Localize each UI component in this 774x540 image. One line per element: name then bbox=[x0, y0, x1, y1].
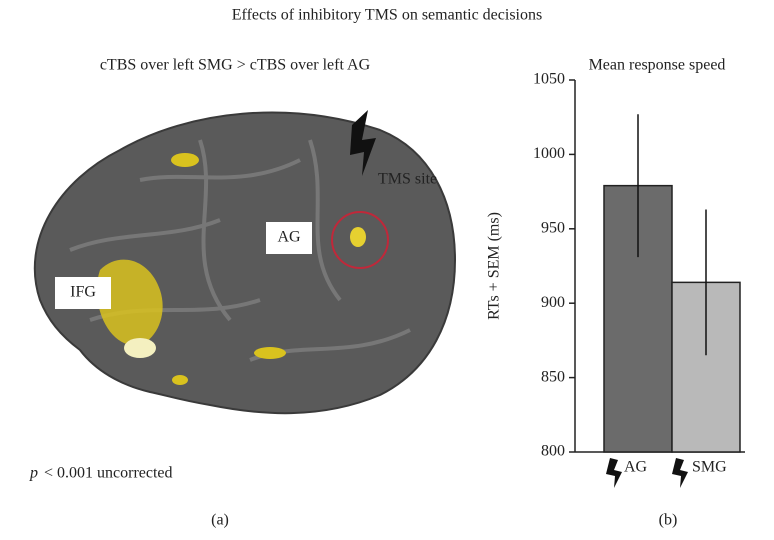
x-tick-label: SMG bbox=[692, 459, 727, 476]
p-symbol: p bbox=[29, 465, 38, 482]
y-tick-label: 900 bbox=[541, 294, 565, 311]
region-label: AG bbox=[277, 229, 301, 246]
region-label: IFG bbox=[70, 284, 96, 301]
y-tick-label: 1000 bbox=[533, 145, 565, 162]
y-tick-label: 850 bbox=[541, 368, 565, 385]
y-tick-label: 800 bbox=[541, 443, 565, 460]
figure-title: Effects of inhibitory TMS on semantic de… bbox=[232, 7, 542, 24]
p-text: < 0.001 uncorrected bbox=[44, 465, 173, 482]
y-axis-label: RTs + SEM (ms) bbox=[486, 212, 503, 320]
panel-subtitle: cTBS over left SMG > cTBS over left AG bbox=[100, 57, 371, 74]
region-label: TMS site bbox=[378, 171, 437, 188]
chart-title: Mean response speed bbox=[589, 57, 726, 74]
panel-caption: (b) bbox=[659, 512, 678, 529]
y-tick-label: 950 bbox=[541, 219, 565, 236]
x-tick-label: AG bbox=[624, 459, 648, 476]
brain-image bbox=[33, 110, 457, 415]
y-tick-label: 1050 bbox=[533, 71, 565, 88]
panel-caption: (a) bbox=[211, 512, 229, 529]
